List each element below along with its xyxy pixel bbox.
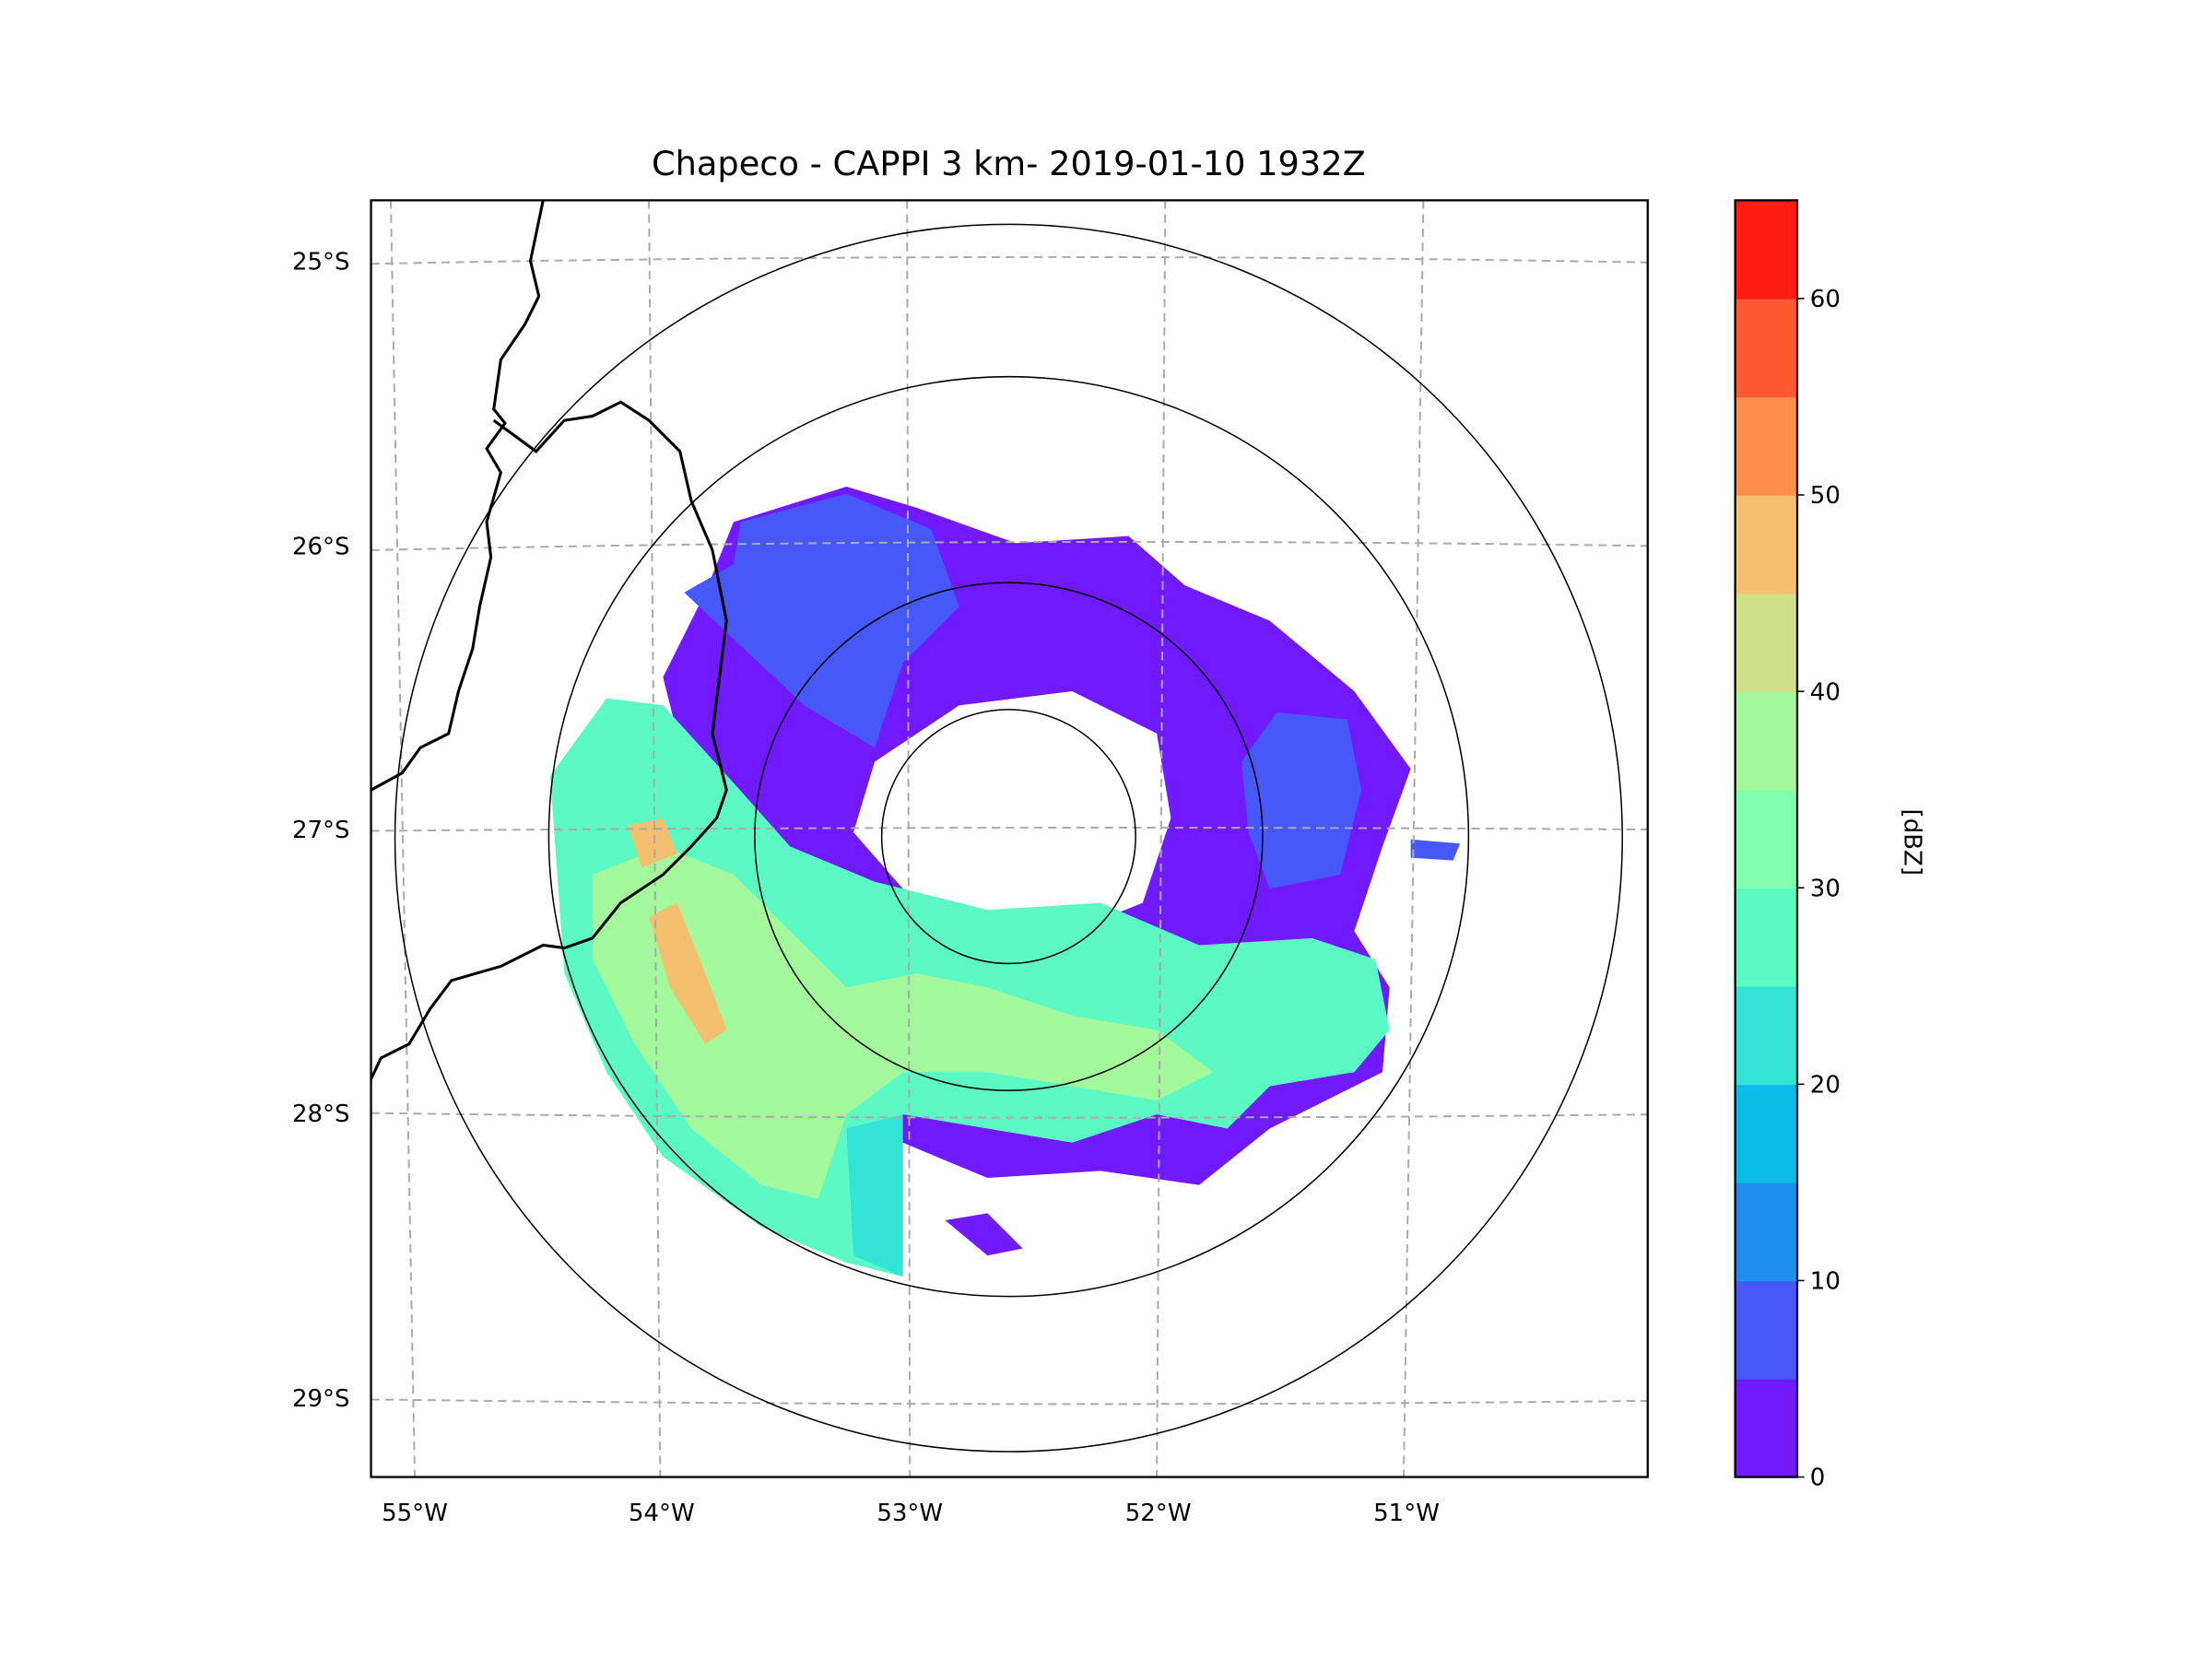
colorbar-band (1735, 298, 1797, 398)
clutter-rings (928, 787, 1017, 905)
plot-title: Chapeco - CAPPI 3 km- 2019-01-10 1932Z (652, 144, 1366, 183)
colorbar-tick-label: 50 (1810, 482, 1841, 510)
echo-lightgreen (592, 846, 1214, 1200)
gridline-lat (371, 827, 1648, 832)
lon-label: 51°W (1373, 1500, 1440, 1527)
colorbar-tick-label: 30 (1810, 875, 1841, 902)
colorbar-tick-label: 40 (1810, 678, 1841, 706)
lat-label: 29°S (292, 1385, 350, 1413)
colorbar-label: [dBZ] (1898, 809, 1925, 876)
lon-label: 53°W (877, 1500, 943, 1527)
country-borders (371, 200, 728, 1080)
gridline-lon (389, 200, 416, 1477)
gridlines (371, 200, 1648, 1477)
echo-blue-se (1410, 839, 1461, 861)
colorbar-band (1735, 593, 1797, 692)
lon-label: 52°W (1125, 1500, 1192, 1527)
colorbar-band (1735, 495, 1797, 594)
colorbar-band (1735, 789, 1797, 888)
lon-tick-labels: 55°W 54°W 53°W 52°W 51°W (382, 1500, 1440, 1527)
colorbar-frame (1734, 199, 1799, 1478)
reflectivity-field (549, 487, 1461, 1277)
colorbar-tick-label: 20 (1810, 1072, 1841, 1100)
echo-blue-nw (684, 493, 959, 748)
colorbar-band (1735, 888, 1797, 987)
echo-cyan (846, 1114, 903, 1277)
range-ring (547, 375, 1470, 1298)
gridline-lon (1156, 200, 1167, 1477)
colorbar-band (1735, 1378, 1797, 1478)
lat-label: 26°S (292, 534, 350, 561)
colorbar-tick-label: 10 (1810, 1268, 1841, 1296)
colorbar: 0 10 20 30 40 50 60 (1734, 199, 1841, 1492)
lat-tick-labels: 25°S 26°S 27°S 28°S 29°S (292, 248, 350, 1413)
lon-label: 55°W (382, 1500, 448, 1527)
range-rings (394, 223, 1623, 1453)
echo-orange (649, 902, 727, 1044)
colorbar-band (1735, 985, 1797, 1086)
echo-purple-s (945, 1213, 1023, 1256)
gridline-lat (371, 1112, 1648, 1119)
range-ring (880, 709, 1136, 965)
colorbar-band (1735, 1084, 1797, 1183)
echo-white-center (853, 691, 1171, 932)
lat-label: 28°S (292, 1100, 350, 1128)
lat-label: 25°S (292, 248, 350, 276)
range-ring (754, 582, 1264, 1091)
colorbar-band (1735, 396, 1797, 496)
gridline-lon (1402, 200, 1425, 1477)
colorbar-band (1735, 691, 1797, 791)
lon-label: 54°W (629, 1500, 695, 1527)
colorbar-band (1735, 1280, 1797, 1380)
echo-orange-2 (628, 818, 677, 868)
gridline-lat (371, 255, 1648, 265)
map-area (371, 200, 1648, 1477)
gridline-lat (371, 540, 1648, 551)
gridline-lon (906, 200, 912, 1477)
colorbar-band (1735, 200, 1797, 300)
axes-frame (370, 199, 1649, 1478)
colorbar-tick-label: 0 (1810, 1465, 1826, 1492)
colorbar-band (1735, 1182, 1797, 1282)
lat-label: 27°S (292, 817, 350, 844)
colorbar-tick-label: 60 (1810, 286, 1841, 313)
gridline-lat (371, 1398, 1648, 1406)
gridline-lon (648, 200, 662, 1477)
range-ring (394, 223, 1623, 1453)
echo-blue-e (1241, 712, 1362, 889)
